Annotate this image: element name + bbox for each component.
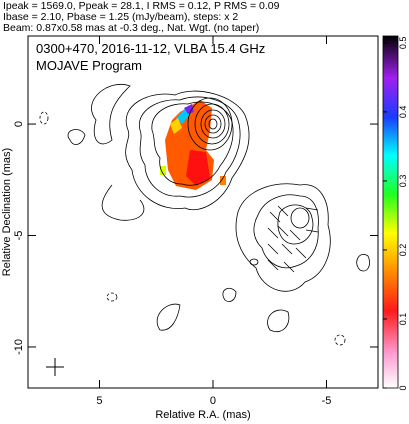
pol-region [186,150,210,186]
y-tick-label: 0 [13,121,25,127]
contour [253,194,319,269]
contour [290,207,310,229]
y-axis-label: Relative Declination (mas) [1,148,13,276]
colorbar-tick-label: 0.5 [398,37,408,50]
contour [334,334,346,346]
x-axis-label: Relative R.A. (mas) [155,409,250,421]
contour [101,184,145,221]
pol-region [170,118,182,134]
contour [187,97,233,151]
contour [151,101,234,186]
contour [277,204,314,245]
contour [194,103,230,145]
pol-region [184,104,194,114]
pol-region [160,166,166,175]
contour [200,109,226,139]
contour [125,90,250,210]
y-tick-label: -5 [13,231,25,241]
contour [249,258,259,266]
plot-frame [27,35,379,389]
contour [267,309,290,332]
colorbar-tick-label: 0 [398,385,408,390]
contour [235,183,331,292]
y-tick-label: -10 [13,339,25,355]
x-tick-label: 5 [96,395,102,407]
header-line: Ibase = 2.10, Pbase = 1.25 (mJy/beam), s… [3,11,238,23]
colorbar [382,35,399,389]
pol-region [176,108,190,124]
contour [208,118,218,130]
chart-title: 0300+470, 2016-11-12, VLBA 15.4 GHz [36,41,265,56]
x-tick-label: -5 [322,395,332,407]
colorbar-tick-label: 0.2 [398,244,408,257]
contour [156,303,181,331]
x-tick-label: 0 [210,395,216,407]
map [39,84,370,376]
pol-vectors [267,205,319,273]
contour [222,287,237,302]
contour [91,84,131,145]
pol-region [220,176,226,185]
colorbar-tick-label: 0.1 [398,313,408,326]
header-line: Ipeak = 1569.0, Ppeak = 28.1, I RMS = 0.… [3,0,280,12]
colorbar-tick-label: 0.3 [398,175,408,188]
chart-subtitle: MOJAVE Program [36,58,142,73]
contour [106,292,118,302]
contour [67,129,86,145]
contour [138,96,241,198]
contour [204,114,222,134]
header-line: Beam: 0.87x0.58 mas at -0.3 deg., Nat. W… [3,22,259,34]
contour [39,111,49,125]
contour [356,254,370,272]
colorbar-tick-label: 0.4 [398,106,408,119]
